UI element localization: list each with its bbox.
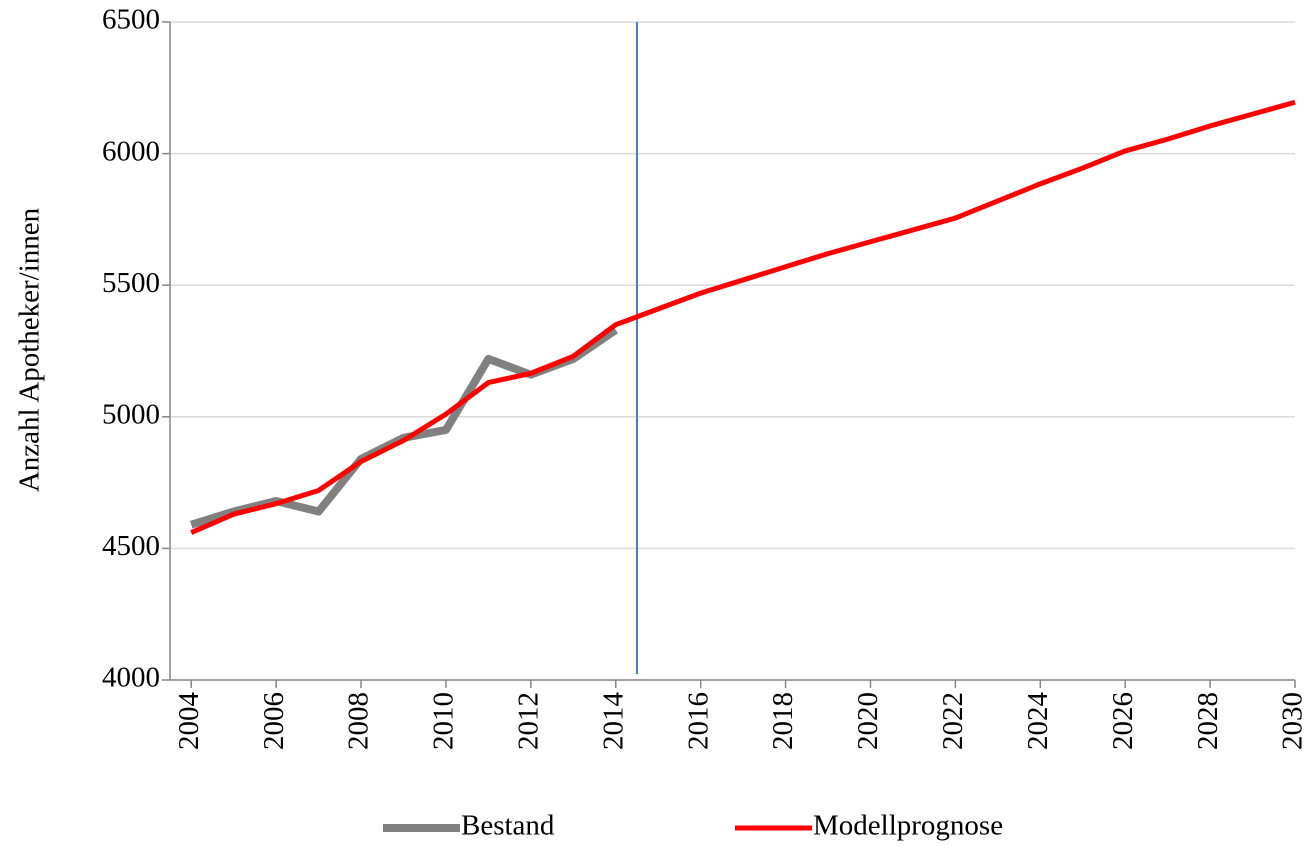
y-tick-label: 6000	[102, 135, 160, 167]
x-tick-label: 2014	[597, 692, 629, 751]
x-tick-label: 2020	[852, 692, 884, 750]
x-tick-label: 2016	[682, 692, 714, 750]
x-tick-label: 2012	[513, 692, 545, 750]
legend-label: Bestand	[461, 810, 555, 842]
x-tick-label: 2010	[428, 692, 460, 750]
x-tick-label: 2030	[1277, 692, 1305, 750]
x-tick-label: 2018	[767, 692, 799, 750]
y-tick-label: 6500	[102, 4, 160, 36]
x-tick-label: 2006	[258, 692, 290, 750]
y-tick-label: 4000	[102, 662, 160, 694]
legend-label: Modellprognose	[813, 810, 1003, 842]
x-tick-label: 2026	[1107, 692, 1139, 750]
y-axis-label: Anzahl Apotheker/innen	[14, 207, 46, 492]
data-line	[190, 99, 1296, 535]
data-line	[190, 326, 619, 529]
x-tick-label: 2024	[1022, 692, 1054, 751]
y-tick-label: 5000	[102, 398, 160, 430]
x-tick-label: 2022	[937, 692, 969, 750]
y-tick-label: 4500	[102, 530, 160, 562]
x-tick-label: 2008	[343, 692, 375, 750]
x-tick-label: 2004	[173, 692, 205, 751]
x-tick-label: 2028	[1192, 692, 1224, 750]
y-tick-label: 5500	[102, 267, 160, 299]
